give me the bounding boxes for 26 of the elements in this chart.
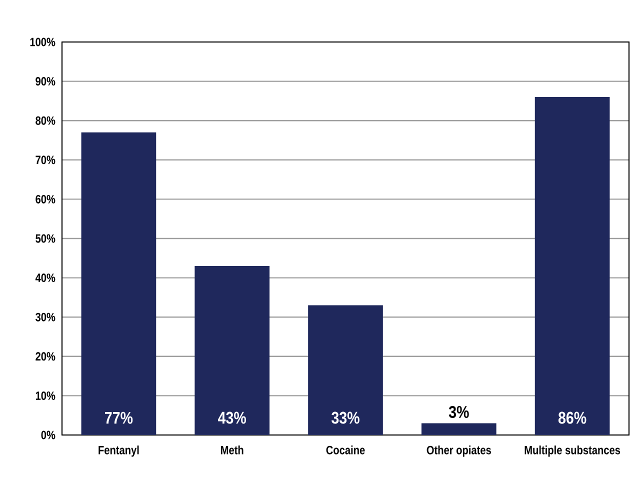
x-tick-label: Multiple substances	[524, 446, 620, 457]
bar	[194, 266, 270, 435]
y-tick-label: 80%	[36, 116, 56, 125]
data-label: 33%	[332, 412, 360, 424]
bar	[421, 423, 496, 435]
y-tick-label: 20%	[36, 352, 56, 361]
x-tick-label: Other opiates	[426, 446, 491, 457]
y-tick-label: 50%	[36, 234, 56, 243]
y-tick-label: 10%	[36, 391, 56, 400]
x-tick-label: Cocaine	[326, 446, 365, 454]
y-tick-label: 40%	[35, 274, 56, 282]
data-label: 43%	[218, 412, 246, 424]
bar	[534, 97, 610, 435]
data-label: 86%	[558, 412, 586, 424]
data-label: 77%	[105, 412, 133, 424]
y-tick-label: 0%	[41, 430, 56, 440]
x-tick-label: Fentanyl	[98, 446, 139, 457]
data-label: 3%	[448, 406, 469, 418]
y-tick-label: 60%	[36, 194, 56, 204]
x-tick-label: Meth	[221, 446, 244, 454]
y-tick-label: 70%	[36, 156, 56, 164]
bar	[308, 305, 383, 435]
bar	[81, 132, 156, 435]
y-tick-label: 90%	[36, 77, 56, 86]
y-tick-label: 100%	[30, 38, 56, 46]
y-tick-label: 30%	[36, 312, 56, 322]
